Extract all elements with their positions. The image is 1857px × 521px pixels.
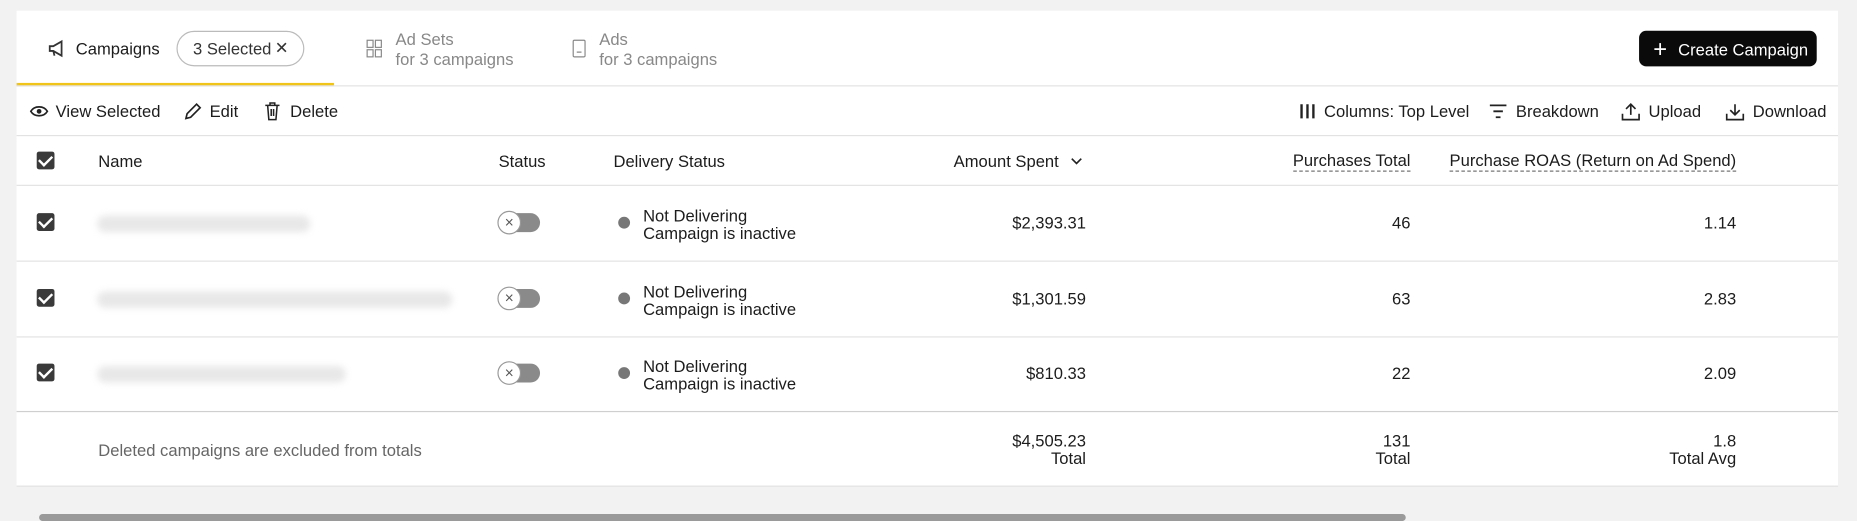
divider bbox=[16, 260, 1839, 262]
column-header[interactable]: Purchase ROAS (Return on Ad Spend) bbox=[1449, 150, 1737, 172]
breakdown-icon bbox=[1489, 104, 1507, 119]
download-icon bbox=[1725, 104, 1745, 121]
total-purchases: 131 bbox=[1382, 431, 1411, 451]
tab[interactable]: Campaigns bbox=[75, 39, 160, 59]
purchase-roas: 2.09 bbox=[1703, 363, 1737, 383]
divider bbox=[16, 410, 1839, 413]
toolbar-button[interactable]: View Selected bbox=[55, 101, 161, 121]
row-checkbox[interactable] bbox=[36, 213, 55, 231]
amount-spent: $1,301.59 bbox=[1012, 288, 1087, 308]
plus-icon: + bbox=[1653, 36, 1668, 63]
status-dot bbox=[618, 216, 631, 229]
delivery-status: Not Delivering bbox=[643, 281, 748, 301]
column-header-text: Purchase ROAS (Return on Ad Spend) bbox=[1449, 150, 1737, 172]
eye-icon bbox=[29, 106, 49, 117]
column-header[interactable]: Amount Spent bbox=[953, 151, 1059, 171]
column-header[interactable]: Status bbox=[498, 151, 546, 171]
tab-sub: for 3 campaigns bbox=[599, 49, 718, 69]
campaign-name-redacted bbox=[97, 215, 311, 233]
column-header[interactable]: Delivery Status bbox=[613, 151, 725, 171]
delete-icon bbox=[265, 102, 280, 121]
toolbar-button[interactable]: Upload bbox=[1648, 101, 1702, 121]
clear-icon[interactable]: ✕ bbox=[274, 37, 289, 57]
status-toggle[interactable] bbox=[497, 361, 541, 385]
total-label: Total bbox=[1375, 448, 1411, 468]
column-header[interactable]: Name bbox=[98, 151, 143, 171]
campaign-name-redacted bbox=[97, 365, 346, 383]
upload-icon bbox=[1621, 103, 1640, 121]
divider bbox=[16, 135, 1839, 137]
create-label: Create Campaign bbox=[1678, 40, 1809, 60]
adsets-icon bbox=[366, 39, 382, 58]
amount-spent: $2,393.31 bbox=[1012, 213, 1087, 233]
total-amount: $4,505.23 bbox=[1012, 431, 1087, 451]
tab[interactable]: Ad Sets bbox=[395, 29, 454, 49]
status-dot bbox=[618, 291, 631, 304]
column-header[interactable]: Purchases Total bbox=[1292, 150, 1411, 172]
scrollbar[interactable] bbox=[39, 513, 1406, 521]
column-header-text: Purchases Total bbox=[1292, 150, 1411, 172]
ads-icon bbox=[572, 39, 586, 58]
delivery-detail: Campaign is inactive bbox=[643, 374, 797, 394]
total-label: Total Avg bbox=[1669, 448, 1737, 468]
status-dot bbox=[618, 367, 631, 379]
purchase-roas: 1.14 bbox=[1703, 213, 1737, 233]
campaign-name-redacted bbox=[97, 290, 453, 308]
toolbar-button[interactable]: Download bbox=[1752, 101, 1827, 121]
megaphone-icon bbox=[48, 39, 63, 58]
tab-sub: for 3 campaigns bbox=[395, 49, 514, 69]
badge-text: 3 Selected bbox=[193, 39, 272, 59]
row-checkbox[interactable] bbox=[36, 363, 55, 382]
total-roas: 1.8 bbox=[1713, 431, 1737, 451]
select-all-checkbox[interactable] bbox=[36, 151, 55, 170]
tab[interactable]: Ads bbox=[599, 29, 628, 49]
columns-icon bbox=[1300, 104, 1315, 119]
toolbar-button[interactable]: Delete bbox=[290, 101, 339, 121]
purchases-total: 63 bbox=[1392, 288, 1411, 308]
divider bbox=[16, 85, 1839, 87]
sort-icon[interactable] bbox=[1071, 155, 1083, 167]
toolbar-button[interactable]: Edit bbox=[209, 101, 239, 121]
edit-icon bbox=[184, 103, 202, 120]
purchases-total: 22 bbox=[1392, 363, 1411, 383]
delivery-detail: Campaign is inactive bbox=[643, 223, 797, 243]
footer-note: Deleted campaigns are excluded from tota… bbox=[98, 440, 422, 460]
divider bbox=[16, 485, 1839, 487]
delivery-status: Not Delivering bbox=[643, 356, 748, 376]
row-checkbox[interactable] bbox=[36, 288, 55, 307]
purchase-roas: 2.83 bbox=[1703, 288, 1737, 308]
divider bbox=[16, 184, 1839, 186]
delivery-status: Not Delivering bbox=[643, 206, 748, 226]
selected-badge[interactable] bbox=[176, 30, 305, 67]
status-toggle[interactable] bbox=[497, 210, 541, 235]
create-button[interactable] bbox=[1639, 30, 1817, 67]
total-label: Total bbox=[1050, 448, 1087, 468]
delivery-detail: Campaign is inactive bbox=[643, 299, 797, 318]
divider bbox=[16, 335, 1839, 337]
amount-spent: $810.33 bbox=[1026, 363, 1087, 383]
purchases-total: 46 bbox=[1392, 213, 1411, 233]
active-tab-underline bbox=[16, 82, 334, 87]
status-toggle[interactable] bbox=[497, 286, 541, 310]
card bbox=[16, 10, 1839, 486]
toolbar-button[interactable]: Columns: Top Level bbox=[1324, 101, 1470, 121]
toolbar-button[interactable]: Breakdown bbox=[1515, 101, 1599, 121]
